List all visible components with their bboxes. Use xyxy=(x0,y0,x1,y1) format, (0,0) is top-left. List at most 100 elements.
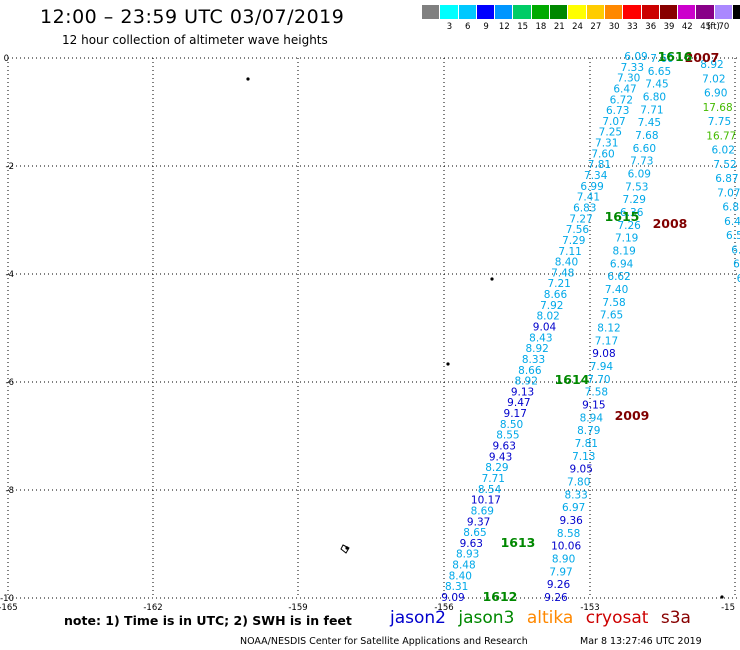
wave-height-value: 9.08 xyxy=(592,348,615,360)
wave-height-value: 7.07 xyxy=(602,116,625,128)
wave-height-value: 6.72 xyxy=(610,94,633,106)
wave-height-value: 8.02 xyxy=(536,311,559,323)
map-title: 12:00 – 23:59 UTC 03/07/2019 xyxy=(40,6,345,28)
wave-height-value: 6.4 xyxy=(724,216,740,228)
wave-height-value: 7.17 xyxy=(595,335,618,347)
wave-height-value: 8.58 xyxy=(557,528,580,540)
legend-swatch: 6 xyxy=(458,5,477,32)
footnote: note: 1) Time is in UTC; 2) SWH is in fe… xyxy=(64,613,352,628)
wave-height-value: 16.77 xyxy=(706,130,736,142)
lat-tick-label: -4 xyxy=(6,270,14,280)
lat-tick-label: -8 xyxy=(6,486,14,496)
wave-height-value: 8.50 xyxy=(500,419,523,431)
wave-height-value: 7.65 xyxy=(600,310,623,322)
legend-label: 24 xyxy=(572,22,583,32)
wave-height-value: 8.31 xyxy=(445,581,468,593)
wave-height-value: 6.87 xyxy=(715,173,738,185)
legend-swatch: 12 xyxy=(495,5,514,32)
wave-height-value: 9.37 xyxy=(467,516,490,528)
legend-swatch: 9 xyxy=(476,5,496,32)
wave-height-value: 6.94 xyxy=(610,258,634,270)
legend-label: 3 xyxy=(446,22,453,32)
wave-height-value: 8.92 xyxy=(525,343,548,355)
wave-height-value: 7.13 xyxy=(572,451,595,463)
legend-label: 39 xyxy=(663,22,675,32)
wave-height-value: 7.02 xyxy=(702,73,725,85)
legend-label: 42 xyxy=(681,22,693,32)
axis-ticks: -165 -162 -159 -156 -153 -15 0 -2 -4 -6 -8 -10 xyxy=(0,54,735,613)
wave-height-value: 7.58 xyxy=(602,297,625,309)
wave-height-value: 7.26 xyxy=(617,220,641,232)
wave-height-value: 7.41 xyxy=(577,192,600,204)
wave-height-value: 9.63 xyxy=(493,441,516,453)
wave-height-value: 6.02 xyxy=(712,145,735,157)
legend-swatch: 36 xyxy=(641,5,660,32)
wave-height-value: 6.99 xyxy=(580,181,603,193)
wave-height-value: 6.65 xyxy=(648,66,671,78)
wave-height-value: 7.34 xyxy=(584,170,608,182)
island-speck xyxy=(490,277,494,281)
wave-height-value: 9.47 xyxy=(507,397,530,409)
lon-tick-label: -156 xyxy=(434,603,453,613)
island-outline xyxy=(340,544,350,554)
pass-label: 1612 xyxy=(483,589,518,604)
lat-tick-label: -10 xyxy=(0,594,14,604)
legend-swatch: 33 xyxy=(623,5,642,32)
wave-height-value: 9.04 xyxy=(533,322,557,334)
satellite-s3a: s3a xyxy=(660,608,691,628)
wave-height-value: 7.11 xyxy=(558,246,581,258)
pass-label: 1614 xyxy=(555,372,590,387)
wave-height-value: 9.26 xyxy=(544,592,568,604)
wave-height-value: 8.94 xyxy=(580,412,604,424)
wave-height-value: 6. xyxy=(731,244,740,256)
legend-label: 45 xyxy=(700,22,712,32)
wave-height-value: 7.21 xyxy=(547,278,570,290)
generated-timestamp: Mar 8 13:27:46 UTC 2019 xyxy=(580,636,702,647)
island-speck xyxy=(446,362,450,366)
pass-label: 2009 xyxy=(615,408,650,423)
pass-label: 2007 xyxy=(685,50,720,65)
legend-label: 70 xyxy=(718,22,730,32)
wave-height-value: 7.58 xyxy=(585,387,608,399)
wave-height-value: 7.81 xyxy=(575,438,598,450)
wave-height-value: 8.92 xyxy=(700,59,723,71)
legend-label: 27 xyxy=(590,22,602,32)
wave-height-value: 7.40 xyxy=(605,284,628,296)
wave-height-value: 7.45 xyxy=(645,79,668,91)
wave-height-value: 7.68 xyxy=(635,130,658,142)
lon-tick-label: -15 xyxy=(721,603,735,613)
wave-height-value: 6.36 xyxy=(620,207,644,219)
wave-height-value: 17.68 xyxy=(703,102,733,114)
wave-height-value: 7.71 xyxy=(640,104,663,116)
wave-height-value: 9.15 xyxy=(582,400,605,412)
wave-height-value: 7.94 xyxy=(590,361,614,373)
wave-height-value: 9.43 xyxy=(489,451,512,463)
legend-label: 9 xyxy=(483,22,489,32)
wave-height-value: 7.71 xyxy=(482,473,505,485)
lat-tick-label: 0 xyxy=(4,54,9,64)
pass-label: 2008 xyxy=(653,216,688,231)
legend-swatch: 18 xyxy=(531,5,551,32)
wave-height-value: 7.81 xyxy=(588,159,611,171)
wave-height-legend: 3 6 9 12 15 18 21 24 27 30 33 36 39 42 45 70 xyxy=(422,5,740,32)
lat-tick-label: -2 xyxy=(6,162,14,172)
wave-height-value: 8.48 xyxy=(452,560,475,572)
map-grid xyxy=(7,57,740,599)
wave-height-value: 6.8 xyxy=(722,202,739,214)
wave-height-value: 8.79 xyxy=(577,425,600,437)
wave-height-value: 8.66 xyxy=(518,365,542,377)
wave-height-value: 9.17 xyxy=(504,408,527,420)
wave-height-value: 7.80 xyxy=(567,477,590,489)
legend-swatch: 70 xyxy=(714,5,734,32)
legend-swatch xyxy=(422,5,441,32)
credit-line: NOAA/NESDIS Center for Satellite Applica… xyxy=(240,636,528,647)
legend-unit: (ft) xyxy=(707,22,720,32)
lat-tick-label: -6 xyxy=(6,378,14,388)
legend-label: 36 xyxy=(645,22,657,32)
satellite-cryosat: cryosat xyxy=(585,608,649,628)
wave-height-value: 10.06 xyxy=(551,541,581,553)
legend-swatch: 30 xyxy=(604,5,624,32)
legend-swatch: 24 xyxy=(568,5,587,32)
